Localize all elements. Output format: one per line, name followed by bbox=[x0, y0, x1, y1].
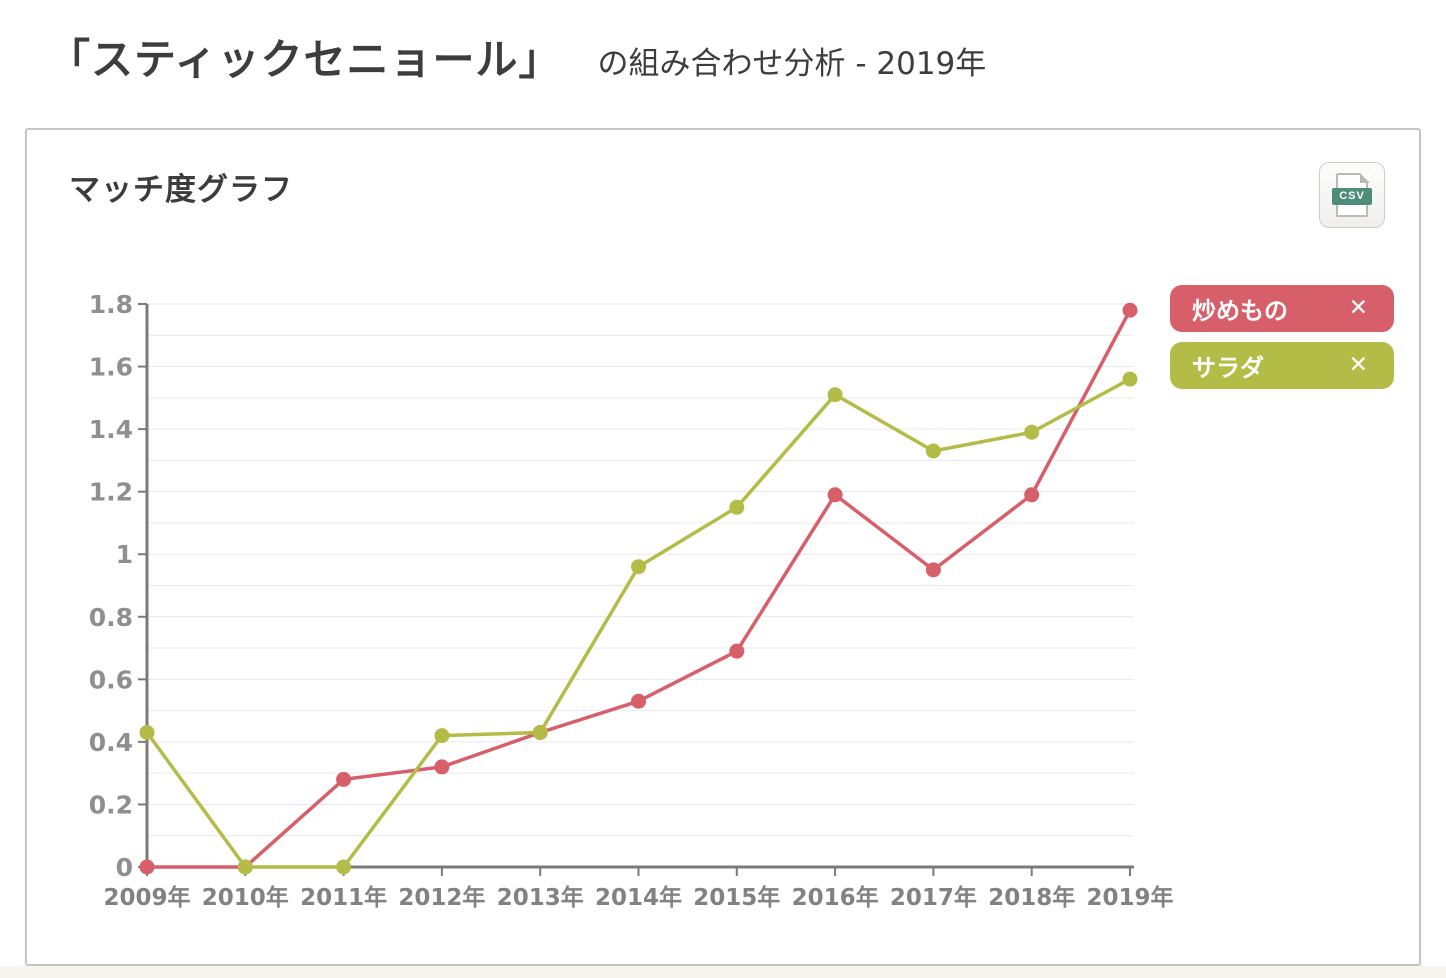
y-axis-tick-label: 0.8 bbox=[89, 603, 133, 632]
analysis-subtitle: の組み合わせ分析 - 2019年 bbox=[597, 46, 987, 82]
data-point-series-1[interactable] bbox=[336, 859, 352, 875]
file-fold-corner bbox=[1360, 173, 1370, 183]
y-axis-tick-label: 0.4 bbox=[89, 728, 133, 757]
data-point-series-1[interactable] bbox=[1122, 371, 1138, 387]
x-axis-tick-label: 2011年 bbox=[300, 884, 387, 911]
legend-remove-icon[interactable]: ✕ bbox=[1348, 295, 1368, 321]
keyword-title: 「スティックセニョール」 bbox=[48, 35, 562, 84]
data-point-series-0[interactable] bbox=[1122, 302, 1138, 318]
data-point-series-1[interactable] bbox=[827, 387, 843, 403]
data-point-series-1[interactable] bbox=[434, 728, 450, 744]
x-axis-tick-label: 2016年 bbox=[792, 884, 879, 911]
legend-label: サラダ bbox=[1192, 354, 1264, 382]
y-axis-tick-label: 1.4 bbox=[89, 415, 133, 444]
data-point-series-0[interactable] bbox=[827, 487, 843, 503]
y-axis-tick-label: 1.8 bbox=[89, 290, 133, 319]
match-graph-card: マッチ度グラフ CSV 0 0.2 0.4 0.6 0.8 1 1.2 1.4 1.6 1.8 20… bbox=[25, 128, 1421, 966]
x-axis-tick-label: 2017年 bbox=[890, 884, 977, 911]
legend-item-salad[interactable]: サラダ ✕ bbox=[1170, 342, 1394, 389]
data-point-series-0[interactable] bbox=[925, 562, 941, 578]
y-axis-tick-label: 1 bbox=[116, 540, 133, 569]
x-axis-tick-label: 2018年 bbox=[988, 884, 1075, 911]
data-point-series-0[interactable] bbox=[729, 643, 745, 659]
data-point-series-0[interactable] bbox=[1024, 487, 1040, 503]
data-point-series-1[interactable] bbox=[925, 443, 941, 459]
card-title: マッチ度グラフ bbox=[69, 172, 293, 208]
y-axis-tick-label: 1.6 bbox=[89, 353, 133, 382]
x-axis-tick-label: 2014年 bbox=[595, 884, 682, 911]
chart-legend: 炒めもの ✕ サラダ ✕ bbox=[1170, 285, 1394, 389]
x-axis-tick-label: 2015年 bbox=[693, 884, 780, 911]
data-point-series-1[interactable] bbox=[139, 725, 155, 741]
data-point-series-1[interactable] bbox=[532, 725, 548, 741]
y-axis-tick-label: 1.2 bbox=[89, 478, 133, 507]
match-line-chart: 0 0.2 0.4 0.6 0.8 1 1.2 1.4 1.6 1.8 2009年 2010年 2011… bbox=[89, 290, 1174, 911]
page-background-strip bbox=[0, 966, 1446, 978]
data-point-series-0[interactable] bbox=[631, 693, 646, 709]
x-axis-tick-label: 2009年 bbox=[103, 884, 190, 911]
data-point-series-0[interactable] bbox=[139, 859, 155, 875]
legend-label: 炒めもの bbox=[1192, 297, 1288, 325]
x-axis-tick-label: 2013年 bbox=[497, 884, 584, 911]
data-point-series-1[interactable] bbox=[1024, 424, 1040, 440]
data-point-series-0[interactable] bbox=[434, 759, 450, 775]
y-axis-tick-label: 0.2 bbox=[89, 790, 133, 819]
legend-item-itamemono[interactable]: 炒めもの ✕ bbox=[1170, 285, 1394, 332]
page-heading: 「スティックセニョール」 の組み合わせ分析 - 2019年 bbox=[48, 26, 986, 87]
legend-remove-icon[interactable]: ✕ bbox=[1348, 352, 1368, 378]
data-point-series-1[interactable] bbox=[729, 499, 745, 515]
x-axis-tick-label: 2010年 bbox=[202, 884, 289, 911]
data-point-series-0[interactable] bbox=[336, 771, 352, 787]
csv-file-icon: CSV bbox=[1332, 173, 1372, 217]
data-point-series-1[interactable] bbox=[237, 859, 253, 875]
x-axis-tick-label: 2012年 bbox=[398, 884, 485, 911]
x-axis-tick-label: 2019年 bbox=[1086, 884, 1173, 911]
y-axis-tick-label: 0.6 bbox=[89, 665, 133, 694]
y-axis-tick-label: 0 bbox=[116, 853, 133, 882]
csv-badge: CSV bbox=[1332, 188, 1372, 205]
csv-download-button[interactable]: CSV bbox=[1319, 162, 1385, 228]
data-point-series-1[interactable] bbox=[631, 559, 646, 575]
